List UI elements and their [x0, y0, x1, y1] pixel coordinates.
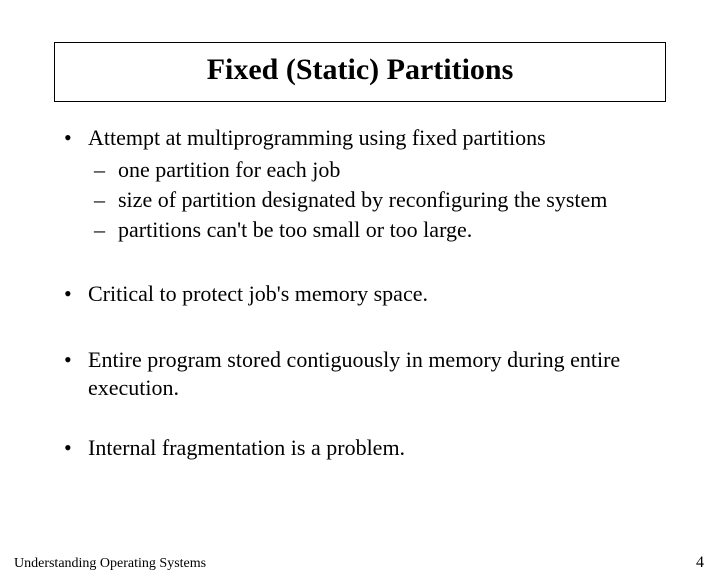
- sub-bullet-marker: –: [94, 156, 118, 184]
- bullet-item: • Critical to protect job's memory space…: [60, 280, 660, 308]
- sub-bullet-text: size of partition designated by reconfig…: [118, 186, 607, 214]
- slide-title: Fixed (Static) Partitions: [55, 53, 665, 87]
- sub-bullet-item: – partitions can't be too small or too l…: [94, 216, 660, 244]
- bullet-text: Entire program stored contiguously in me…: [88, 346, 660, 402]
- footer-text: Understanding Operating Systems: [14, 556, 206, 572]
- sub-bullet-item: – one partition for each job: [94, 156, 660, 184]
- page-number: 4: [696, 554, 704, 572]
- bullet-text: Critical to protect job's memory space.: [88, 280, 428, 308]
- bullet-marker: •: [60, 434, 88, 462]
- sub-bullet-marker: –: [94, 216, 118, 244]
- bullet-item: • Internal fragmentation is a problem.: [60, 434, 660, 462]
- title-box: Fixed (Static) Partitions: [54, 42, 666, 102]
- bullet-marker: •: [60, 280, 88, 308]
- sub-bullet-text: partitions can't be too small or too lar…: [118, 216, 472, 244]
- sub-bullet-text: one partition for each job: [118, 156, 340, 184]
- bullet-text: Internal fragmentation is a problem.: [88, 434, 405, 462]
- sub-bullet-item: – size of partition designated by reconf…: [94, 186, 660, 214]
- bullet-item: • Attempt at multiprogramming using fixe…: [60, 124, 660, 152]
- sub-bullet-marker: –: [94, 186, 118, 214]
- bullet-text: Attempt at multiprogramming using fixed …: [88, 124, 546, 152]
- slide-content: • Attempt at multiprogramming using fixe…: [60, 124, 660, 462]
- bullet-marker: •: [60, 124, 88, 152]
- bullet-item: • Entire program stored contiguously in …: [60, 346, 660, 402]
- bullet-marker: •: [60, 346, 88, 374]
